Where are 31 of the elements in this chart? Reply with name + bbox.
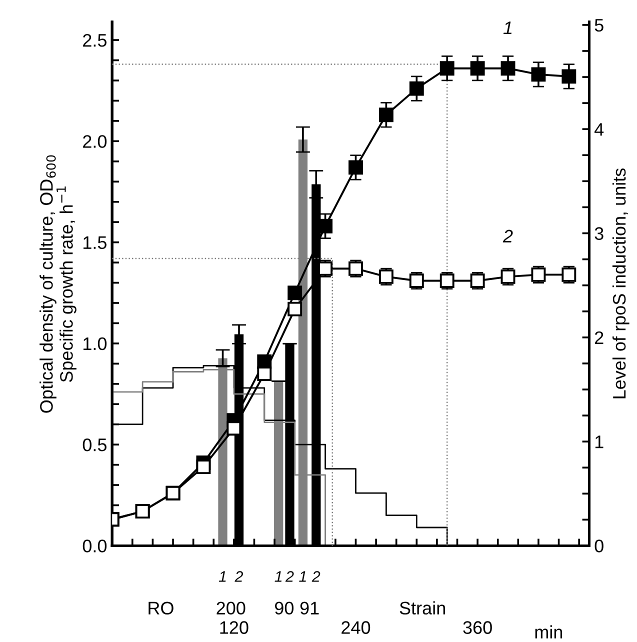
x-axis-title: min (535, 625, 562, 638)
x-tick-label: 360 (463, 621, 492, 634)
y-tick-label: 0.0 (82, 540, 107, 552)
y2-axis-title: Level of rpoS induction, units (612, 168, 630, 398)
y2-tick-label: 4 (594, 123, 604, 136)
series-label: 2 (502, 230, 513, 242)
y2-tick-label: 3 (594, 227, 604, 240)
y2-tick-label: 1 (595, 436, 604, 448)
text: RO (148, 602, 174, 615)
series-label: 1 (218, 571, 226, 582)
text: 200 (216, 602, 246, 615)
y2-tick-label: 2 (594, 331, 604, 344)
y-tick-label: 1.0 (84, 337, 107, 350)
x-tick-label: 240 (342, 621, 370, 634)
y2-tick-label: 5 (594, 19, 604, 32)
y-tick-label: 1.5 (84, 236, 106, 250)
text: 91 (300, 602, 319, 615)
y-tick-label: 2.5 (83, 34, 106, 47)
text: 2 (312, 571, 320, 582)
text: 90 (274, 602, 294, 615)
series-label: 1 (503, 22, 512, 34)
text: Optical density of culture, OD$_{600}$ Specific growth rate, h$^{−1}$ (40, 155, 76, 413)
text: Strain (400, 601, 445, 615)
text: 2 (285, 571, 294, 582)
y2-tick-label: 0 (594, 540, 604, 552)
text: 1 (274, 571, 282, 582)
text: 1 (299, 571, 306, 582)
x-tick-label: 120 (220, 621, 248, 634)
series-label: 2 (234, 571, 244, 582)
y-tick-label: 2.0 (83, 135, 107, 148)
y-tick-label: 0.5 (82, 438, 106, 452)
